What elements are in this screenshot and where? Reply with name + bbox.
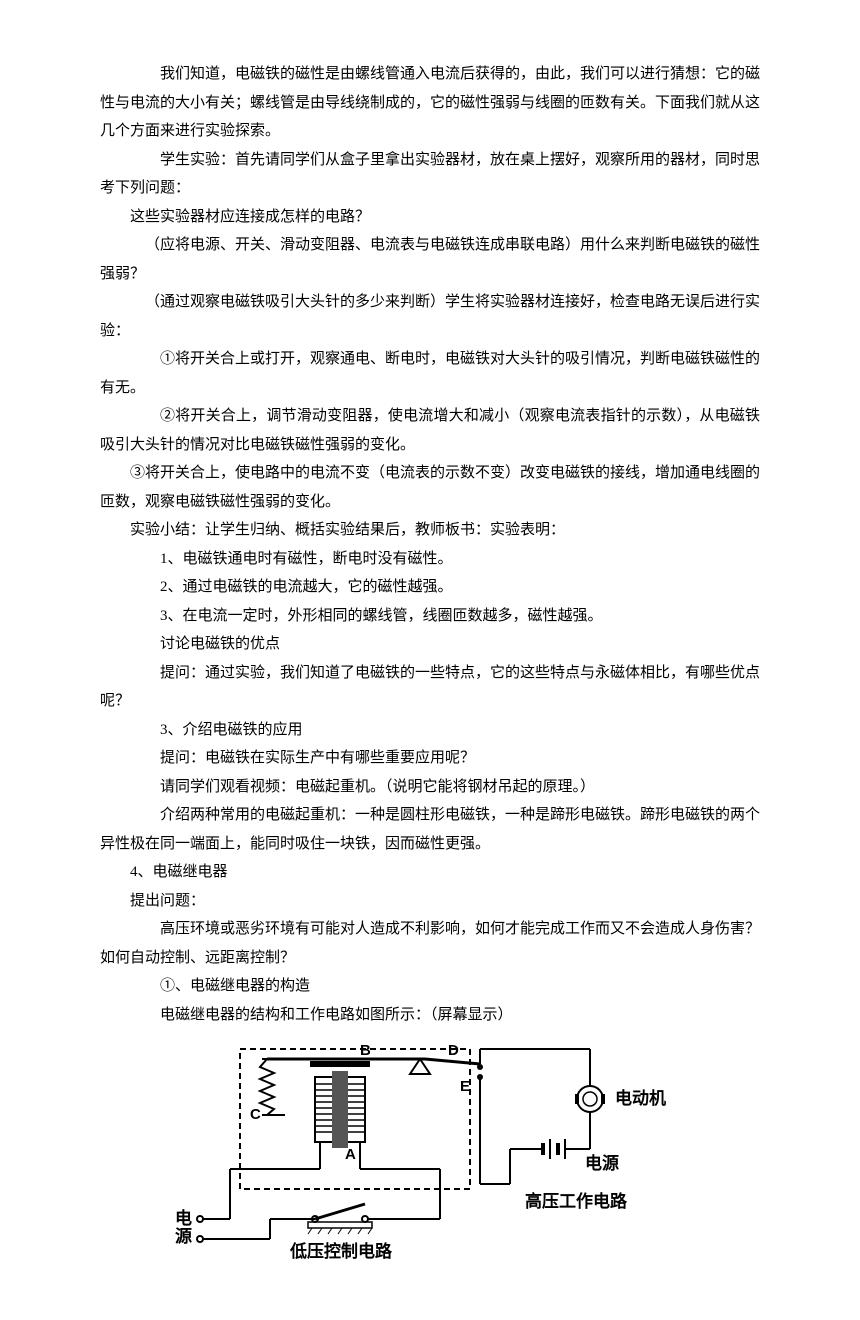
- circuit-diagram: C B A D E: [100, 1039, 760, 1280]
- paragraph-video: 请同学们观看视频：电磁起重机。（说明它能将钢材吊起的原理。）: [100, 773, 760, 802]
- label-high-voltage: 高压工作电路: [525, 1191, 628, 1211]
- paragraph-answer-1: （应将电源、开关、滑动变阻器、电流表与电磁铁连成串联电路）用什么来判断电磁铁的磁…: [100, 231, 760, 288]
- paragraph-step-1: ①将开关合上或打开，观察通电、断电时，电磁铁对大头针的吸引情况，判断电磁铁磁性的…: [100, 345, 760, 402]
- paragraph-application-question: 提问：电磁铁在实际生产中有哪些重要应用呢？: [100, 744, 760, 773]
- label-low-voltage: 低压控制电路: [289, 1241, 393, 1261]
- paragraph-question-1: 这些实验器材应连接成怎样的电路？: [100, 203, 760, 232]
- label-b: B: [360, 1042, 371, 1059]
- paragraph-question-title: 提出问题：: [100, 887, 760, 916]
- label-d: D: [448, 1042, 459, 1059]
- paragraph-application-title: 3、介绍电磁铁的应用: [100, 716, 760, 745]
- paragraph-advantage-question: 提问：通过实验，我们知道了电磁铁的一些特点，它的这些特点与永磁体相比，有哪些优点…: [100, 659, 760, 716]
- paragraph-crane-types: 介绍两种常用的电磁起重机：一种是圆柱形电磁铁，一种是蹄形电磁铁。蹄形电磁铁的两个…: [100, 801, 760, 858]
- label-power1-1: 电: [175, 1208, 192, 1228]
- paragraph-structure-title: ①、电磁继电器的构造: [100, 972, 760, 1001]
- paragraph-relay-title: 4、电磁继电器: [100, 858, 760, 887]
- paragraph-advantage-title: 讨论电磁铁的优点: [100, 630, 760, 659]
- paragraph-summary-2: 2、通过电磁铁的电流越大，它的磁性越强。: [100, 573, 760, 602]
- paragraph-answer-2: （通过观察电磁铁吸引大头针的多少来判断）学生将实验器材连接好，检查电路无误后进行…: [100, 288, 760, 345]
- motor-icon: [577, 1086, 603, 1112]
- pivot-icon: [410, 1059, 430, 1074]
- paragraph-step-3: ③将开关合上，使电路中的电流不变（电流表的示数不变）改变电磁铁的接线，增加通电线…: [100, 459, 760, 516]
- paragraph-experiment-intro: 学生实验：首先请同学们从盒子里拿出实验器材，放在桌上摆好，观察所用的器材，同时思…: [100, 146, 760, 203]
- label-c: C: [250, 1106, 261, 1123]
- electromagnet-coil: [315, 1071, 365, 1148]
- label-a: A: [345, 1146, 356, 1163]
- paragraph-summary-1: 1、电磁铁通电时有磁性，断电时没有磁性。: [100, 545, 760, 574]
- paragraph-diagram-intro: 电磁继电器的结构和工作电路如图所示：（屏幕显示）: [100, 1001, 760, 1030]
- spring-icon: [260, 1059, 274, 1115]
- paragraph-step-2: ②将开关合上，调节滑动变阻器，使电流增大和减小（观察电流表指针的示数），从电磁铁…: [100, 402, 760, 459]
- label-power2: 电源: [585, 1153, 619, 1173]
- paragraph-summary-intro: 实验小结：让学生归纳、概括实验结果后，教师板书：实验表明：: [100, 516, 760, 545]
- paragraph-intro: 我们知道，电磁铁的磁性是由螺线管通入电流后获得的，由此，我们可以进行猜想：它的磁…: [100, 60, 760, 146]
- paragraph-summary-3: 3、在电流一定时，外形相同的螺线管，线圈匝数越多，磁性越强。: [100, 602, 760, 631]
- label-power1-2: 源: [175, 1226, 192, 1246]
- label-motor: 电动机: [615, 1088, 666, 1108]
- label-e: E: [460, 1078, 470, 1095]
- switch-icon: [308, 1204, 372, 1234]
- paragraph-relay-question: 高压环境或恶劣环境有可能对人造成不利影响，如何才能完成工作而又不会造成人身伤害？…: [100, 915, 760, 972]
- armature-iron: [310, 1061, 370, 1067]
- contact-lever: [425, 1059, 480, 1064]
